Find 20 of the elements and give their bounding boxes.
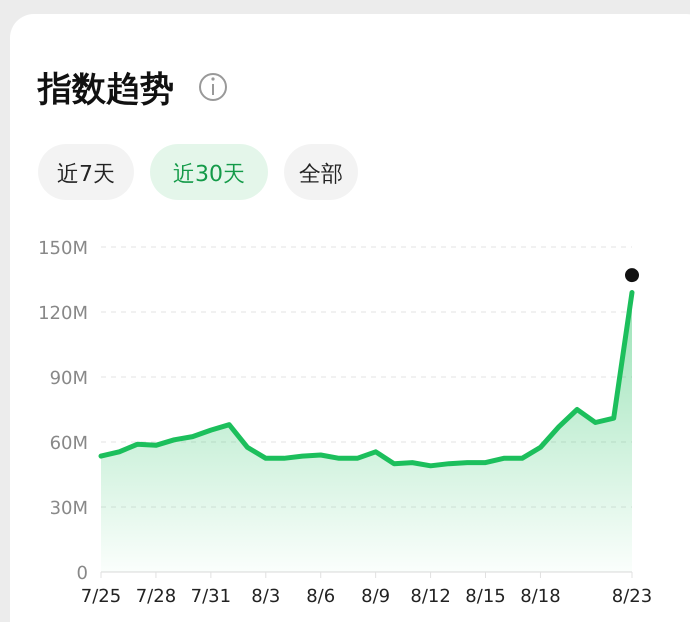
text: 近7天 xyxy=(57,162,115,187)
y-tick-label: 120M xyxy=(38,303,88,324)
x-tick-label: 8/9 xyxy=(361,586,390,607)
y-tick-label: 150M xyxy=(38,238,88,259)
text: 近30天 xyxy=(173,162,245,187)
y-tick-label: 30M xyxy=(50,498,88,519)
x-tick-label: 7/25 xyxy=(80,586,122,607)
x-tick-label: 8/12 xyxy=(410,586,451,607)
x-tick-label: 8/18 xyxy=(520,586,561,607)
x-tick-label: 7/28 xyxy=(136,586,176,607)
x-tick-label: 8/6 xyxy=(306,586,336,607)
x-tick-label: 8/3 xyxy=(251,586,280,607)
y-tick-label: 90M xyxy=(50,368,88,389)
y-tick-label: 60M xyxy=(50,433,88,454)
x-tick-label: 7/31 xyxy=(190,586,232,607)
y-tick-label: 0 xyxy=(76,563,88,584)
x-tick-label: 8/15 xyxy=(465,586,506,607)
chart-title: 指数趋势 xyxy=(36,69,174,109)
x-tick-label: 8/23 xyxy=(612,586,652,607)
text: 全部 xyxy=(299,162,343,187)
